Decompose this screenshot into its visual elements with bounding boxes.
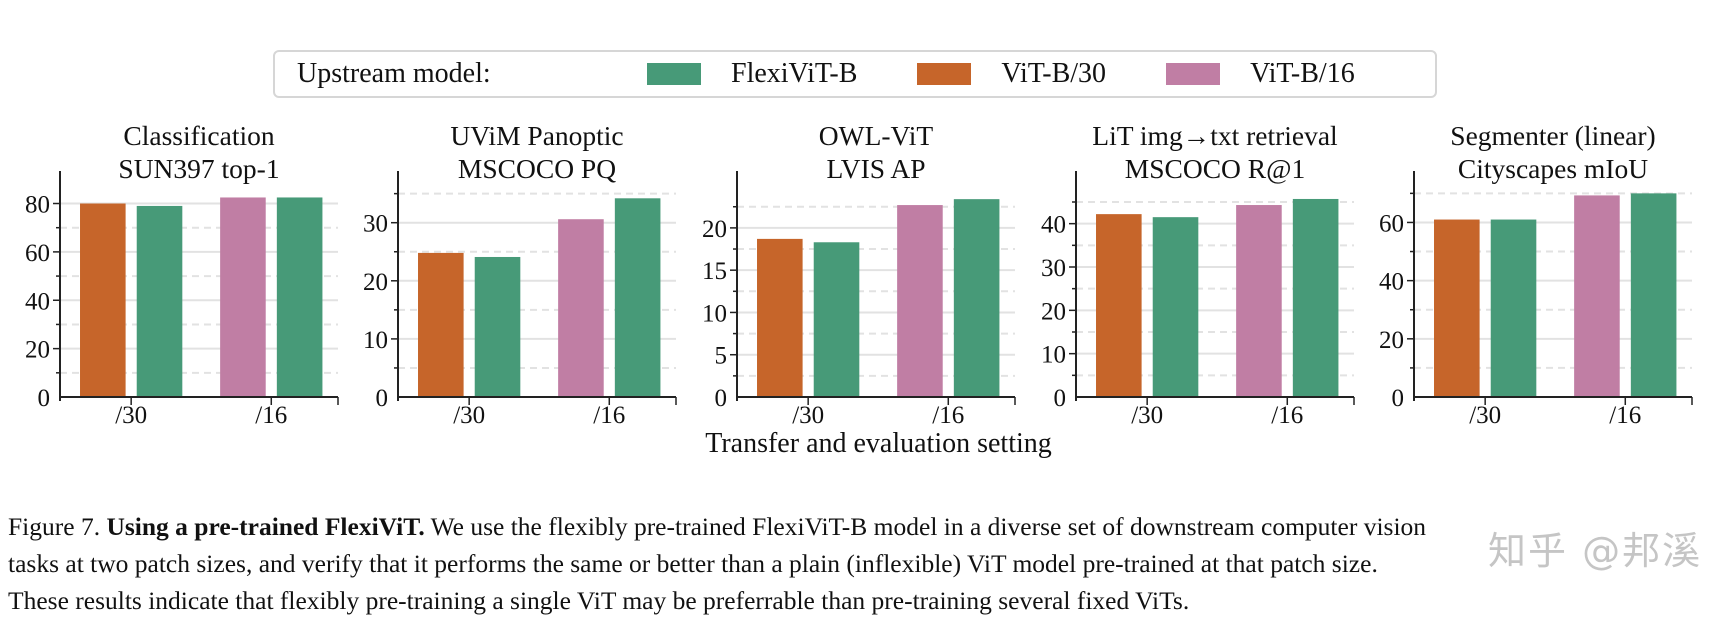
bar-flexivit-b-16 — [953, 199, 1000, 397]
figure-label: Figure 7. — [8, 512, 101, 541]
x-tick-label: /16 — [255, 402, 287, 429]
legend: Upstream model: FlexiViT-B ViT-B/30 ViT-… — [273, 50, 1437, 98]
bar-flexivit-b-30 — [136, 205, 183, 397]
legend-swatch — [647, 63, 701, 85]
figure-caption: Figure 7. Using a pre-trained FlexiViT. … — [8, 508, 1713, 619]
x-tick-label: /16 — [1609, 402, 1641, 429]
bar-vit-b-30-30 — [80, 203, 126, 397]
y-tick-label: 30 — [363, 211, 388, 238]
chart-title-line: SUN397 top-1 — [118, 153, 279, 184]
chart-title-line: LiT img→txt retrieval — [1092, 120, 1338, 151]
y-tick-label: 20 — [702, 216, 727, 243]
bar-vit-b-30-30 — [418, 252, 464, 397]
y-tick-label: 80 — [25, 192, 50, 219]
legend-label: ViT-B/30 — [1001, 58, 1107, 89]
x-tick-label: /30 — [115, 402, 147, 429]
bar-flexivit-b-30 — [1152, 217, 1199, 397]
x-tick-label: /16 — [1271, 402, 1303, 429]
bar-vit-b-16-16 — [220, 197, 266, 397]
y-tick-label: 5 — [715, 343, 728, 370]
y-tick-label: 10 — [363, 327, 388, 354]
y-tick-label: 20 — [25, 337, 50, 364]
chart-title-line: Classification — [123, 120, 274, 151]
caption-title: Using a pre-trained FlexiViT. — [106, 512, 425, 541]
y-tick-label: 10 — [702, 300, 727, 327]
y-tick-label: 10 — [1041, 342, 1066, 369]
chart-title-line: MSCOCO PQ — [458, 153, 616, 184]
legend-item-vit-b-30: ViT-B/30 — [917, 58, 1106, 90]
y-tick-label: 0 — [715, 385, 728, 412]
legend-item-flexivit-b: FlexiViT-B — [647, 58, 857, 90]
y-tick-label: 0 — [1054, 385, 1067, 412]
y-tick-label: 40 — [25, 288, 50, 315]
bar-flexivit-b-16 — [1292, 198, 1339, 397]
bar-vit-b-16-16 — [1574, 195, 1620, 397]
x-tick-label: /30 — [1131, 402, 1163, 429]
x-tick-label: /16 — [593, 402, 625, 429]
bar-flexivit-b-16 — [276, 197, 323, 397]
y-tick-label: 60 — [1379, 210, 1404, 237]
legend-title: Upstream model: — [297, 58, 491, 89]
y-tick-label: 40 — [1379, 269, 1404, 296]
bar-vit-b-30-30 — [1096, 214, 1142, 397]
x-axis-label: Transfer and evaluation setting — [705, 428, 1052, 459]
bar-flexivit-b-30 — [474, 256, 521, 397]
x-tick-label: /30 — [792, 402, 824, 429]
x-tick-label: /16 — [932, 402, 964, 429]
y-tick-label: 0 — [38, 385, 51, 412]
chart-title-line: Cityscapes mIoU — [1458, 153, 1648, 184]
caption-text: We use the flexibly pre-trained FlexiViT… — [430, 512, 1427, 541]
chart-title-line: LVIS AP — [826, 153, 925, 184]
x-tick-label: /30 — [453, 402, 485, 429]
bar-vit-b-16-16 — [1236, 205, 1282, 397]
caption-line-2: tasks at two patch sizes, and verify tha… — [8, 549, 1378, 578]
bar-vit-b-16-16 — [897, 205, 943, 397]
y-tick-label: 30 — [1041, 255, 1066, 282]
x-tick-label: /30 — [1469, 402, 1501, 429]
bar-vit-b-30-30 — [757, 238, 803, 397]
bar-flexivit-b-30 — [1490, 219, 1537, 397]
y-tick-label: 15 — [702, 258, 727, 285]
y-tick-label: 20 — [363, 269, 388, 296]
chart-title-line: UViM Panoptic — [450, 120, 623, 151]
y-tick-label: 0 — [376, 385, 389, 412]
legend-label: FlexiViT-B — [731, 58, 858, 89]
bar-vit-b-30-30 — [1434, 219, 1480, 397]
legend-item-vit-b-16: ViT-B/16 — [1166, 58, 1355, 90]
chart-title-line: Segmenter (linear) — [1450, 120, 1655, 151]
y-tick-label: 0 — [1392, 385, 1405, 412]
caption-line-3: These results indicate that flexibly pre… — [8, 586, 1190, 615]
chart-title-line: MSCOCO R@1 — [1125, 153, 1305, 184]
watermark: 知乎 @邦溪 — [1488, 529, 1703, 573]
y-tick-label: 20 — [1379, 327, 1404, 354]
bar-flexivit-b-16 — [1630, 193, 1677, 397]
legend-swatch — [917, 63, 972, 85]
bar-flexivit-b-30 — [813, 242, 860, 397]
caption-line-1: Figure 7. Using a pre-trained FlexiViT. … — [8, 508, 1713, 545]
legend-swatch — [1166, 63, 1221, 85]
y-tick-label: 20 — [1041, 298, 1066, 325]
bar-vit-b-16-16 — [558, 219, 604, 397]
y-tick-label: 60 — [25, 240, 50, 267]
legend-label: ViT-B/16 — [1250, 58, 1355, 89]
y-tick-label: 40 — [1041, 212, 1066, 239]
chart-title-line: OWL-ViT — [819, 120, 934, 151]
bar-flexivit-b-16 — [614, 198, 661, 397]
